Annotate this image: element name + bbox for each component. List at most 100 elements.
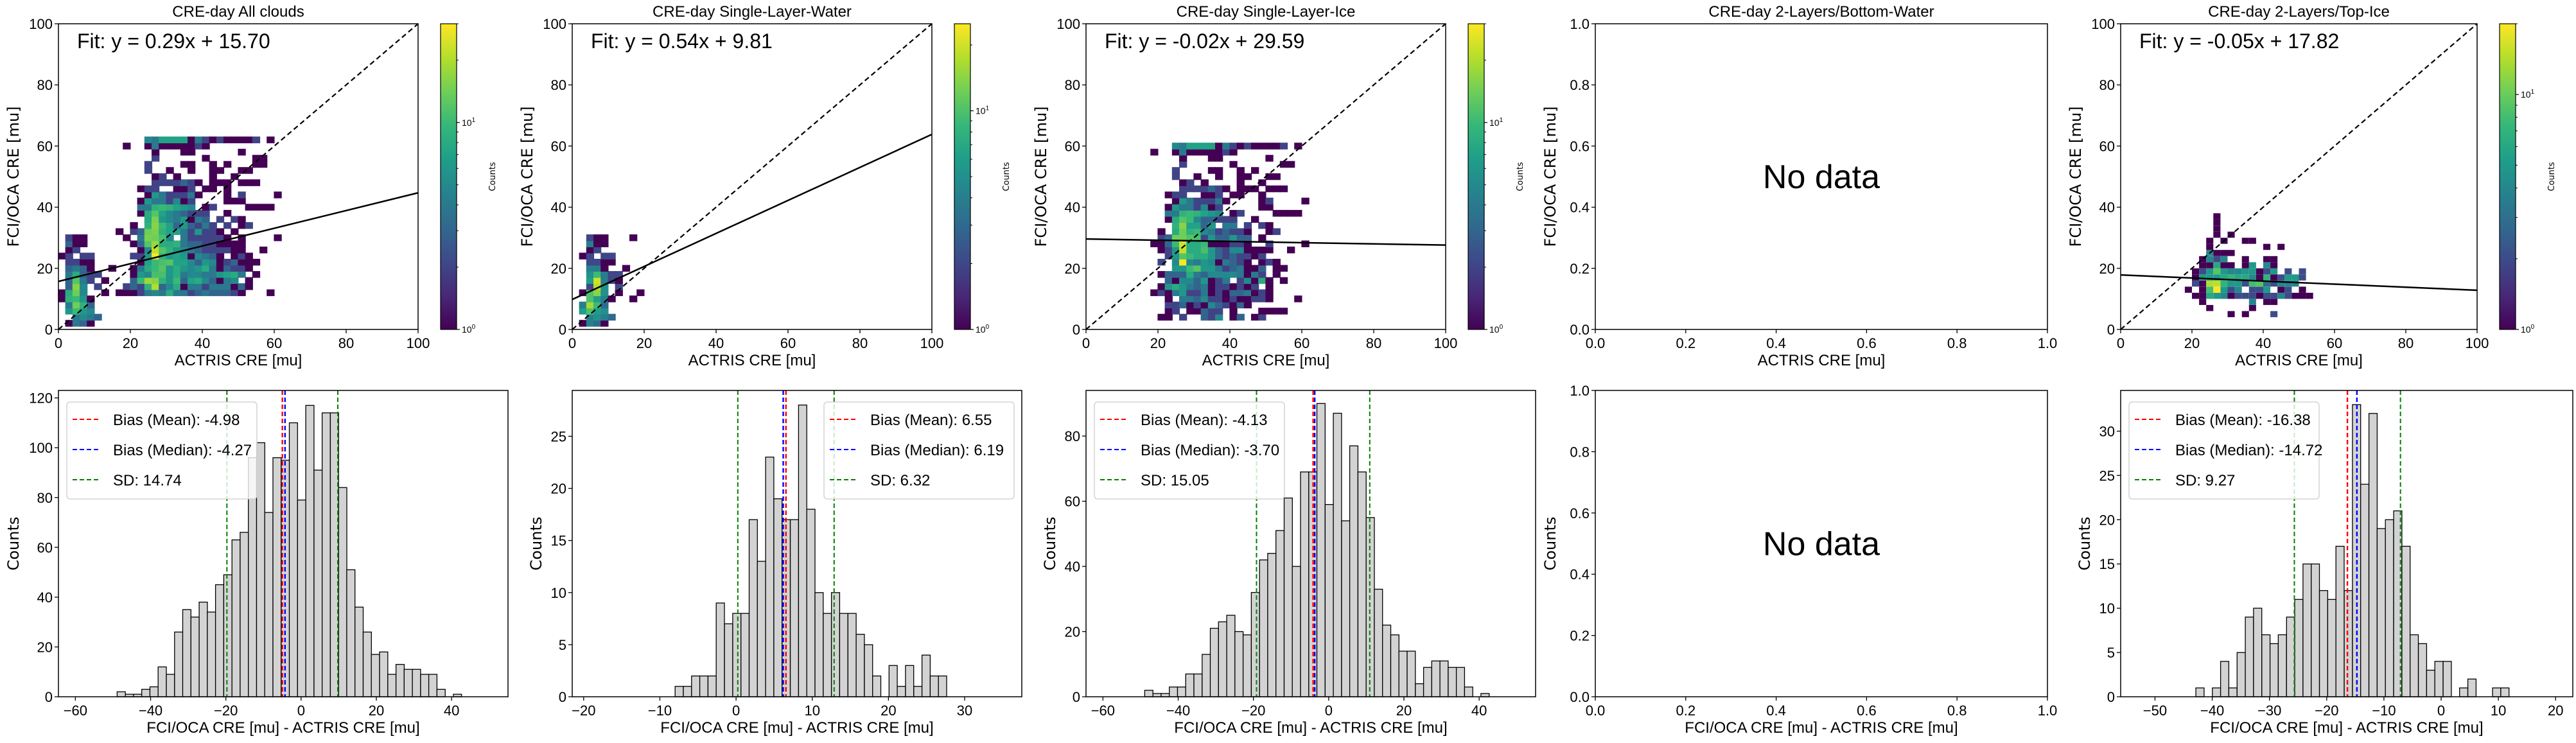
heatmap-cell [259,161,268,168]
one-to-one-line [2120,23,2478,330]
heatmap-cell [166,179,174,186]
heatmap-cell [593,271,602,278]
heatmap-cell [1229,295,1238,302]
histogram-bar [2492,687,2502,697]
heatmap-cell [1179,234,1187,241]
histogram-bar [1209,627,1219,697]
heatmap-cell [195,222,203,229]
y-tick-label: 0.6 [1570,505,1590,521]
heatmap-cell [1222,283,1231,290]
histogram-bar [2269,643,2279,697]
heatmap-cell [231,289,239,297]
histogram-bar [1341,520,1351,697]
histogram-panel-4: 0.0 0.2 0.4 0.6 0.8 1.0 0.0 0.2 0.4 0.6 0.8 1.0 FCI/… [1541,383,2057,737]
histogram-bar [2261,634,2271,697]
x-axis-label: ACTRIS CRE [mu] [175,352,302,369]
heatmap-cell [1279,143,1288,150]
histogram-bar [1242,634,1252,697]
y-axis-label: FCI/OCA CRE [mu] [518,107,536,247]
y-tick-label: 80 [1065,428,1080,444]
x-axis-label: ACTRIS CRE [mu] [2235,352,2363,369]
histogram-bar [2360,484,2370,697]
heatmap-cell [1215,155,1223,162]
histogram-bar [256,442,265,697]
heatmap-cell [65,320,73,327]
x-tick-label: 20 [636,335,652,351]
heatmap-cell [1243,277,1252,284]
heatmap-cell [180,222,189,229]
heatmap-cell [137,228,145,235]
heatmap-cell [2270,292,2278,299]
heatmap-cell [195,240,203,247]
heatmap-cell [1236,191,1245,198]
heatmap-cell [1236,301,1245,309]
heatmap-cell [1207,265,1216,272]
heatmap-cell [180,185,189,193]
heatmap-cell [216,259,225,266]
y-tick-label: 60 [551,138,566,154]
heatmap-cell [80,259,88,266]
heatmap-cell [144,167,153,174]
heatmap-cell [1193,277,1202,284]
histogram-bar [740,613,750,697]
heatmap-cell [173,185,181,193]
heatmap-cell [2299,274,2306,281]
panel-title: CRE-day Single-Layer-Water [653,3,852,21]
colorbar-tick-label: 100 [462,324,476,335]
histogram-bar [1398,651,1408,697]
heatmap-cell [209,185,217,193]
heatmap-panel-1: CRE-day All clouds 0 20 40 60 80 100 0 20 40 60 80 1… [4,3,498,369]
heatmap-cell [1200,197,1209,205]
heatmap-cell [600,301,609,309]
heatmap-cell [1265,259,1274,266]
y-tick-label: 0 [45,322,53,338]
heatmap-cell [2199,292,2207,299]
heatmap-cell [1164,313,1173,321]
heatmap-cell [223,283,232,290]
heatmap-cell [209,179,217,186]
colorbar-tick-label: 100 [976,324,990,335]
heatmap-cell [1229,148,1238,156]
heatmap-cell [1179,155,1187,162]
heatmap-cell [188,216,196,223]
heatmap-cell [1229,143,1238,150]
y-tick-label: 0 [1073,322,1080,338]
heatmap-cell [188,148,196,156]
x-tick-label: 20 [881,703,896,719]
histogram-bar [1382,624,1392,697]
x-tick-label: −40 [1166,703,1190,719]
histogram-bar [929,675,939,697]
heatmap-cell [1287,247,1295,254]
y-tick-label: 0.8 [1570,444,1590,460]
heatmap-cell [2199,286,2207,293]
heatmap-cell [252,204,261,211]
x-tick-label: 40 [2256,335,2271,351]
heatmap-cell [2227,311,2235,317]
histogram-bar [1275,530,1285,697]
histogram-bar [938,675,947,697]
heatmap-cell [173,289,181,297]
heatmap-cell [2206,280,2214,287]
heatmap-cell [1229,209,1238,217]
heatmap-cell [195,283,203,290]
heatmap-cell [223,209,232,217]
histogram-bar [757,561,766,697]
histogram-bar [240,532,249,697]
heatmap-cell [173,209,181,217]
legend-median-bias: Bias (Median): 6.19 [870,442,1004,459]
heatmap-cell [180,234,189,241]
heatmap-cell [1279,161,1288,168]
x-tick-label: −20 [1241,703,1265,719]
heatmap-cell [65,240,73,247]
heatmap-cell [188,222,196,229]
histogram-bar [198,601,208,697]
histogram-bar [691,675,701,697]
heatmap-cell [173,228,181,235]
heatmap-cell [1186,228,1195,235]
heatmap-cell [137,265,145,272]
heatmap-cell [1200,308,1209,315]
heatmap-cell [274,191,282,198]
heatmap-cell [223,271,232,278]
heatmap-cell [188,143,196,150]
heatmap-cell [245,136,253,144]
